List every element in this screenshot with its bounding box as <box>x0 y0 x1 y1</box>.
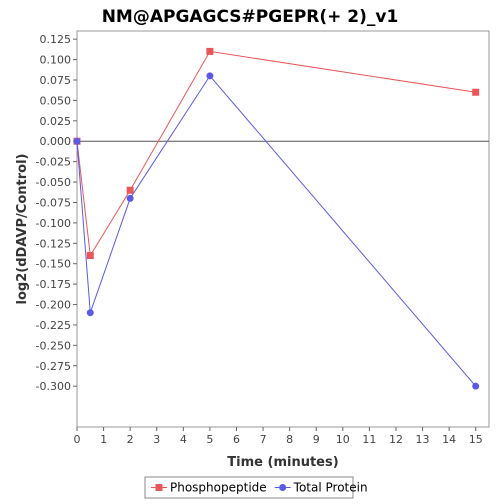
y-tick-label: -0.200 <box>36 299 71 312</box>
legend: Phosphopeptide Total Protein <box>144 476 368 499</box>
x-tick-label: 15 <box>469 433 483 446</box>
y-tick-label: -0.250 <box>36 339 71 352</box>
plot-area: 0.125 0.100 0.075 0.050 0.025 0.000 -0.025 -0.0… <box>36 30 490 446</box>
y-tick-label: -0.275 <box>36 360 71 373</box>
x-tick-label: 6 <box>233 433 240 446</box>
x-tick-label: 3 <box>153 433 160 446</box>
y-axis-label: log2(dDAVP/Control) <box>15 154 30 305</box>
y-tick-label: -0.100 <box>36 217 71 230</box>
data-point-phosphopeptide <box>86 252 94 260</box>
y-tick-label: -0.300 <box>36 380 71 393</box>
x-tick-label: 10 <box>336 433 350 446</box>
y-tick-label: 0.075 <box>40 74 72 87</box>
legend-marker-total-protein <box>279 484 287 491</box>
y-tick-label: 0.125 <box>40 33 72 46</box>
data-point-total-protein <box>126 194 134 202</box>
chart-title: NM@APGAGCS#PGEPR(+ 2)_v1 <box>102 7 399 27</box>
x-tick-label: 0 <box>74 433 81 446</box>
x-tick-label: 2 <box>127 433 134 446</box>
y-tick-label: 0.100 <box>40 54 72 67</box>
legend-label-phosphopeptide: Phosphopeptide <box>170 481 267 495</box>
y-tick-label: 0.025 <box>40 115 72 128</box>
legend-box <box>144 476 354 499</box>
plot-background <box>76 30 490 428</box>
x-tick-label: 9 <box>313 433 320 446</box>
y-tick-label: -0.150 <box>36 258 71 271</box>
y-tick-label: -0.175 <box>36 278 71 291</box>
y-tick-label: -0.225 <box>36 319 71 332</box>
y-tick-label: 0.050 <box>40 94 72 107</box>
data-point-total-protein <box>206 72 214 80</box>
legend-label-total-protein: Total Protein <box>293 481 368 495</box>
y-tick-label: -0.025 <box>36 156 71 169</box>
legend-marker-phosphopeptide <box>155 484 163 491</box>
data-point-phosphopeptide <box>206 47 214 55</box>
x-tick-label: 7 <box>260 433 267 446</box>
data-point-phosphopeptide <box>472 88 480 96</box>
x-tick-label: 5 <box>206 433 213 446</box>
x-tick-label: 8 <box>286 433 293 446</box>
y-tick-label: 0.000 <box>40 135 72 148</box>
data-point-total-protein <box>472 382 480 390</box>
x-axis-label: Time (minutes) <box>227 455 338 470</box>
x-tick-label: 13 <box>416 433 430 446</box>
y-tick-label: -0.075 <box>36 196 71 209</box>
x-tick-label: 12 <box>389 433 403 446</box>
data-point-phosphopeptide <box>126 186 134 194</box>
x-tick-label: 11 <box>362 433 376 446</box>
data-point-total-protein <box>73 137 81 145</box>
x-tick-label: 1 <box>100 433 107 446</box>
x-tick-label: 4 <box>180 433 187 446</box>
x-tick-label: 14 <box>442 433 456 446</box>
y-tick-label: -0.125 <box>36 237 71 250</box>
data-point-total-protein <box>86 309 94 317</box>
y-tick-label: -0.050 <box>36 176 71 189</box>
